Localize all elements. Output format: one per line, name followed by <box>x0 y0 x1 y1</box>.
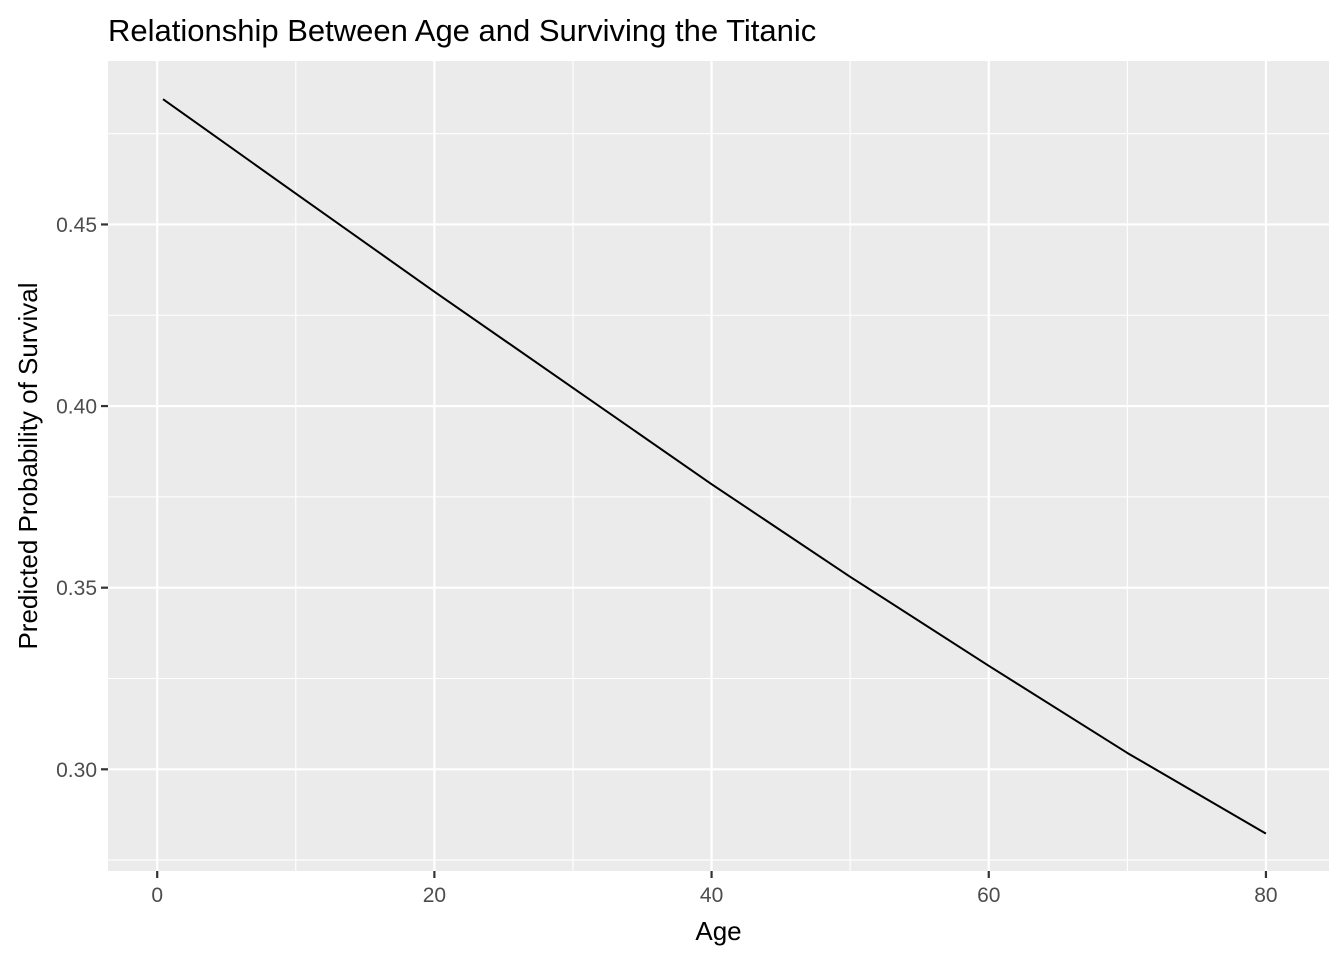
y-tick-label: 0.40 <box>56 396 97 419</box>
plot-panel <box>108 61 1329 871</box>
y-tick-label: 0.35 <box>56 577 97 600</box>
major-gridlines <box>108 61 1329 871</box>
x-tick-label: 20 <box>423 884 446 907</box>
y-axis-title: Predicted Probability of Survival <box>13 282 43 649</box>
x-tick-label: 40 <box>700 884 723 907</box>
series-layer <box>162 98 1267 835</box>
series-line <box>162 98 1267 835</box>
y-tick-label: 0.45 <box>56 214 97 237</box>
chart-title: Relationship Between Age and Surviving t… <box>108 13 816 48</box>
x-axis: 0 20 40 60 80 <box>151 871 1278 907</box>
y-axis: 0.30 0.35 0.40 0.45 <box>56 214 108 782</box>
x-tick-label: 80 <box>1254 884 1277 907</box>
x-tick-label: 60 <box>977 884 1000 907</box>
x-axis-title: Age <box>695 916 741 946</box>
y-tick-label: 0.30 <box>56 759 97 782</box>
x-tick-label: 0 <box>151 884 163 907</box>
minor-gridlines <box>108 61 1329 871</box>
